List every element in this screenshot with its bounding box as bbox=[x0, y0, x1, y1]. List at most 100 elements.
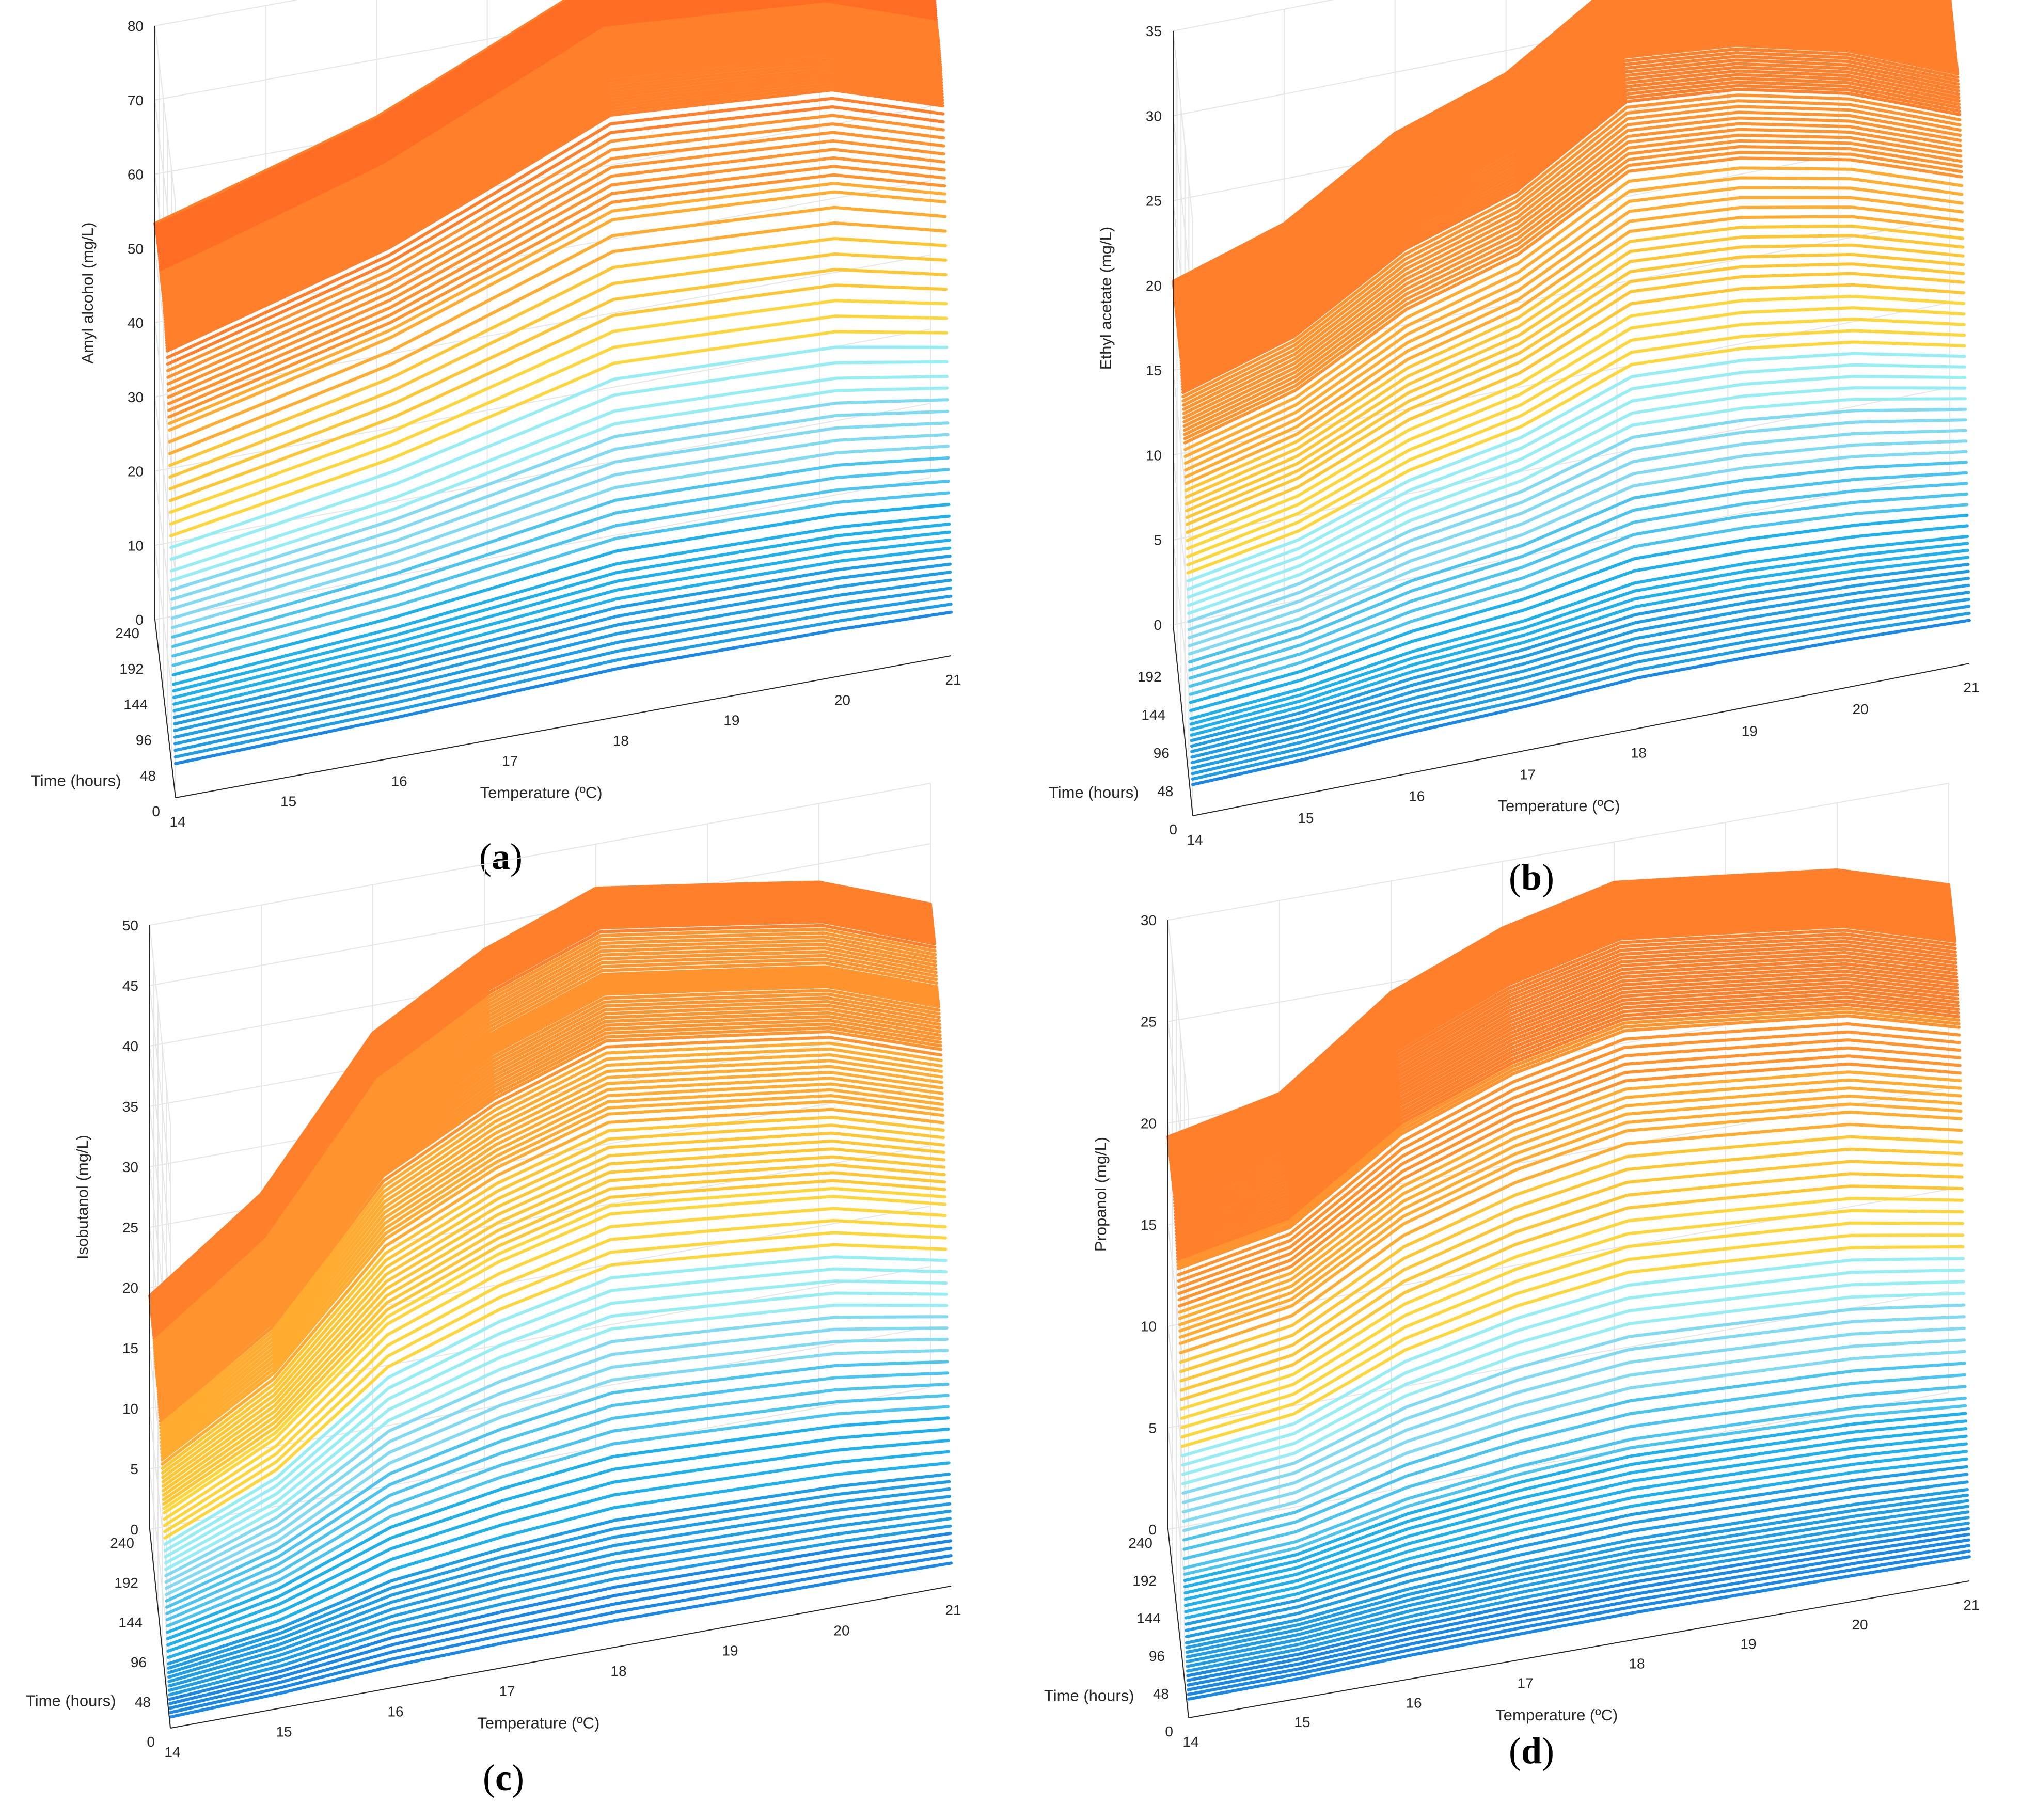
surface-curve bbox=[1177, 1030, 1961, 1283]
surface-curve bbox=[1187, 363, 1967, 591]
surface-curve bbox=[160, 1082, 944, 1451]
surface-curve bbox=[1191, 611, 1971, 781]
x-tick-label: 21 bbox=[945, 1602, 961, 1618]
surface-curve bbox=[159, 1036, 943, 1423]
surface-curve bbox=[1187, 418, 1967, 631]
surface-curve bbox=[157, 1011, 942, 1406]
surface-curve bbox=[168, 236, 947, 467]
y-tick-label: 96 bbox=[1149, 1648, 1165, 1664]
surface-curve bbox=[159, 1053, 943, 1433]
z-tick-label: 25 bbox=[1141, 1014, 1157, 1030]
surface-curve bbox=[1181, 93, 1962, 399]
surface-curve bbox=[1191, 605, 1971, 776]
surface-curve bbox=[152, 920, 936, 1337]
surface-curve bbox=[169, 314, 948, 526]
surface-curve bbox=[1183, 145, 1963, 436]
x-tick-label: 20 bbox=[1852, 1617, 1868, 1633]
surface-curve bbox=[163, 1218, 947, 1527]
surface-curve bbox=[1189, 503, 1969, 696]
surface-curve bbox=[173, 562, 952, 726]
surface-curve bbox=[160, 1065, 943, 1441]
surface-curve bbox=[167, 139, 945, 392]
y-axis-line bbox=[154, 619, 176, 798]
x-tick-label: 20 bbox=[1853, 701, 1869, 717]
x-tick-label: 14 bbox=[169, 814, 185, 830]
surface-curve bbox=[1180, 66, 1961, 377]
surface-curve bbox=[171, 503, 951, 676]
surface-curve bbox=[170, 433, 950, 620]
surface-curve bbox=[1175, 969, 1959, 1233]
surface-curve bbox=[1185, 1465, 1968, 1626]
surface-curve bbox=[1181, 1269, 1965, 1467]
x-axis-line bbox=[170, 1586, 952, 1729]
surface-curve bbox=[1178, 1086, 1962, 1326]
surface-curve bbox=[162, 34, 941, 305]
surface-curve bbox=[165, 1337, 949, 1590]
surface-curve bbox=[157, 0, 937, 256]
surface-curve bbox=[164, 67, 943, 335]
surface-curve bbox=[1180, 69, 1961, 380]
chart-panel-c: 14 15 16 17 18 19 20 21 0 48 96 144 192 240 0 5 10 15 20 25… bbox=[0, 783, 1018, 1820]
z-axis-title: Ethyl acetate (mg/L) bbox=[1097, 227, 1115, 370]
z-tick-label: 10 bbox=[122, 1401, 138, 1417]
surface-curve bbox=[1181, 1315, 1966, 1504]
surface-curve bbox=[162, 1179, 946, 1506]
surface-plot-a: 1415161718192021048961441922400102030405… bbox=[31, 0, 961, 830]
surface-curve bbox=[1185, 272, 1965, 526]
surface-curve bbox=[1175, 984, 1960, 1245]
z-tick-label: 10 bbox=[128, 537, 144, 553]
x-axis-line bbox=[175, 655, 952, 798]
surface-curve bbox=[163, 40, 942, 311]
y-tick-label: 144 bbox=[1141, 707, 1165, 723]
surface-curve bbox=[1188, 492, 1968, 688]
surface-curve bbox=[163, 49, 942, 319]
surface-curve bbox=[1181, 1292, 1965, 1485]
surface-curve bbox=[172, 546, 952, 713]
y-axis-title: Time (hours) bbox=[1049, 783, 1139, 801]
surface-curve bbox=[1189, 524, 1969, 713]
surface-curve bbox=[161, 1131, 945, 1479]
surface-curve bbox=[1180, 62, 1960, 374]
surface-curve bbox=[1179, 47, 1960, 362]
x-tick-label: 18 bbox=[1631, 745, 1647, 761]
z-tick-label: 50 bbox=[128, 241, 144, 257]
x-tick-label: 15 bbox=[280, 794, 296, 810]
surface-curve bbox=[1185, 1480, 1969, 1638]
surface-curve bbox=[156, 989, 941, 1391]
z-tick-label: 50 bbox=[122, 917, 138, 933]
surface-curve bbox=[168, 1546, 953, 1710]
surface-curve bbox=[164, 1303, 948, 1571]
z-tick-label: 5 bbox=[1148, 1420, 1157, 1436]
surface-curve bbox=[1178, 1070, 1962, 1314]
z-tick-label: 40 bbox=[122, 1038, 138, 1054]
z-axis-title: Amyl alcohol (mg/L) bbox=[78, 223, 97, 364]
surface-curve bbox=[1175, 973, 1959, 1236]
surface-curve bbox=[157, 1004, 941, 1401]
surface-curve bbox=[164, 1267, 948, 1553]
surface-curve bbox=[1182, 1326, 1966, 1514]
surface-curve bbox=[168, 268, 948, 490]
surface-curve bbox=[159, 0, 938, 273]
surface-curve bbox=[167, 1473, 951, 1666]
z-tick-label: 20 bbox=[1146, 278, 1162, 294]
axes bbox=[1167, 920, 1970, 1718]
surface-curve bbox=[1179, 1172, 1964, 1392]
surface-curve bbox=[1181, 80, 1961, 388]
surface-curve bbox=[1188, 471, 1968, 672]
surface-slice bbox=[1192, 585, 1968, 808]
surface-curve bbox=[157, 1007, 941, 1404]
x-tick-label: 15 bbox=[1294, 1714, 1310, 1730]
surface-curve bbox=[1180, 1184, 1964, 1401]
x-tick-label: 14 bbox=[1187, 832, 1203, 848]
surface-curve bbox=[1186, 1527, 1970, 1677]
y-tick-label: 48 bbox=[1157, 783, 1173, 799]
y-tick-label: 144 bbox=[118, 1615, 143, 1631]
surface-curve bbox=[158, 1019, 942, 1412]
surface-curve bbox=[163, 1231, 947, 1533]
x-tick-label: 14 bbox=[164, 1744, 180, 1760]
x-axis-title: Temperature (ºC) bbox=[1495, 1706, 1618, 1724]
surface-curve bbox=[167, 148, 946, 399]
surface-curve bbox=[1175, 988, 1960, 1248]
surface-curve bbox=[167, 182, 946, 425]
surface-curve bbox=[1180, 1197, 1964, 1411]
